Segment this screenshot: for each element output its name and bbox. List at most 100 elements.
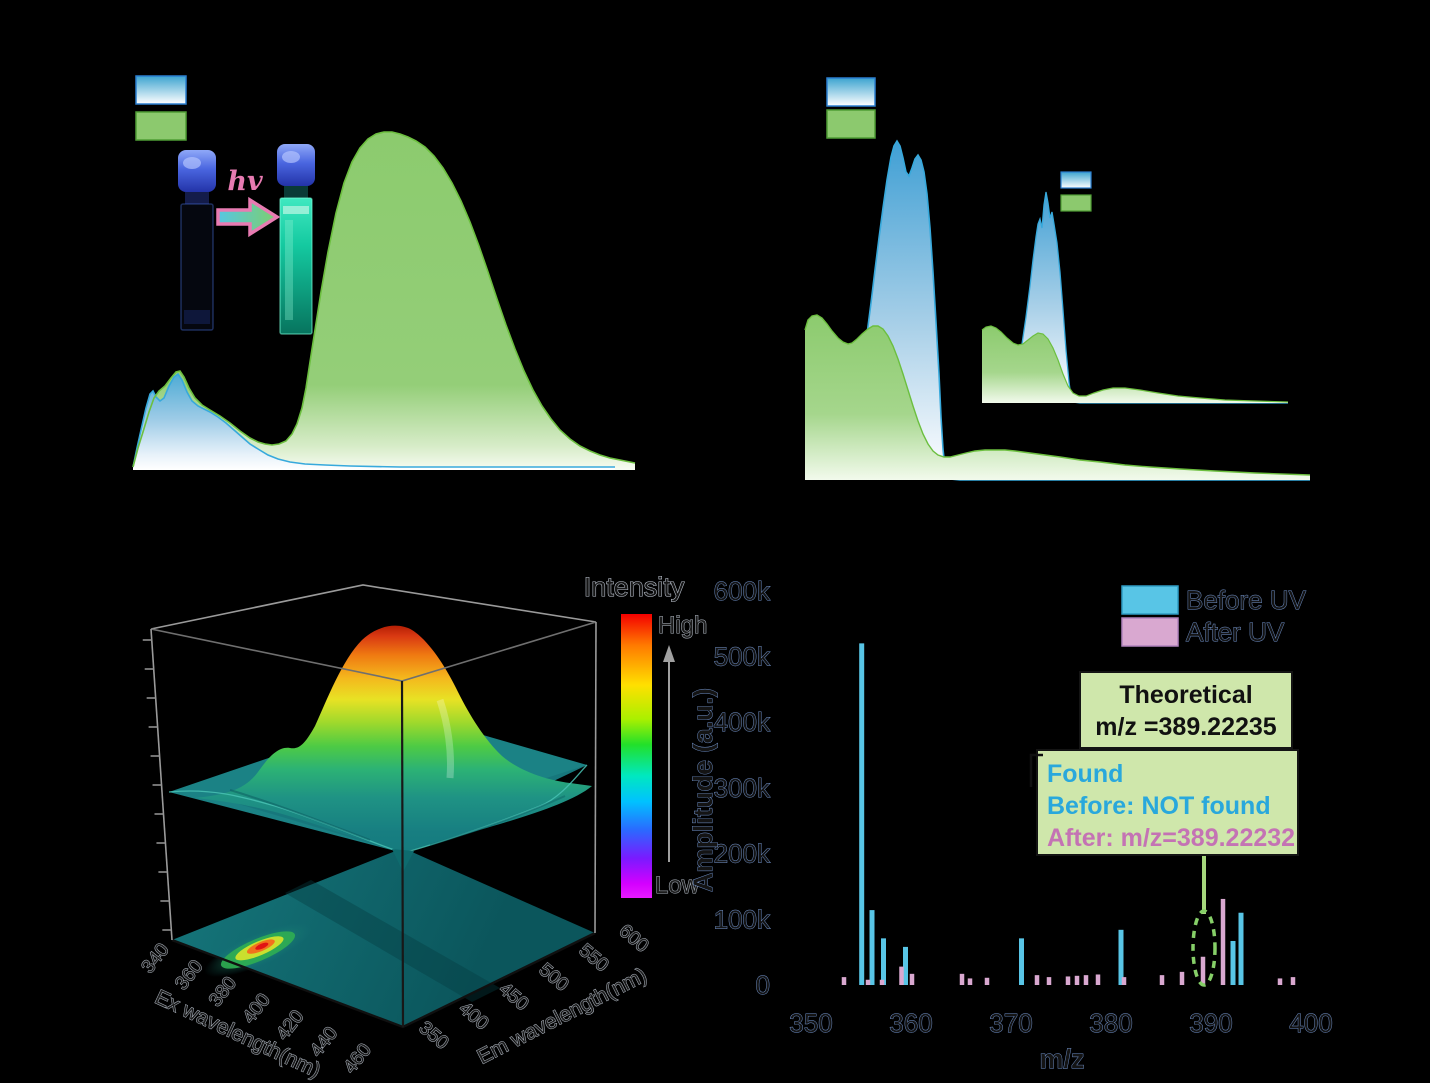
floor-shadow-band: [285, 880, 500, 1002]
legend-label-after-uv: After UV: [1186, 617, 1285, 647]
colorbar: Intensity High Low: [583, 571, 708, 899]
floor-plane: [172, 848, 595, 1027]
box-right-edge: [594, 621, 597, 934]
ms-bar-after: [841, 977, 847, 985]
panel-a-photo-inset: hv: [178, 144, 315, 335]
ms-bar-before: [859, 643, 865, 985]
ms-bar-after: [1095, 974, 1101, 985]
ms-bars-before-uv: [859, 643, 1244, 985]
legend-label-before-uv: Before UV: [1186, 585, 1307, 615]
ms-bar-after: [899, 966, 904, 985]
found-box-bracket: [1029, 753, 1043, 787]
ms-bar-before: [881, 938, 886, 985]
y-tick-label: 100k: [714, 904, 771, 934]
theoretical-annotation-box: Theoretical m/z =389.22235: [1079, 671, 1293, 749]
cuvette-glow-streak: [285, 220, 293, 320]
colorbar-arrow-head: [663, 645, 675, 662]
cuvette-base-glint: [184, 310, 210, 324]
cuvette-before-uv: [178, 150, 216, 331]
y-tick-label: 400k: [714, 707, 771, 737]
found-peak-ellipse: [1191, 909, 1217, 987]
ms-bar-after: [1083, 975, 1089, 985]
cuvette-cap-highlight: [183, 157, 201, 169]
ms-bars-after-uv: [841, 898, 1296, 985]
x-tick-label: 370: [989, 1008, 1032, 1038]
z-axis-ticks: [142, 639, 172, 931]
legend-swatch-before-uv: [1121, 585, 1179, 615]
box-top-back-edges: [150, 584, 597, 630]
ms-bar-after: [909, 973, 915, 985]
panel-a-blue-curve: [132, 372, 615, 468]
cuvette-neck: [284, 186, 308, 198]
legend-swatch-after-uv: [1121, 617, 1179, 647]
eem-mountain: [195, 625, 592, 852]
y-tick-label: 600k: [714, 576, 771, 606]
panel-a-green-area: [133, 132, 635, 470]
ms-bar-before: [1230, 940, 1236, 985]
x-tick-label: 350: [789, 1008, 832, 1038]
panel-b-green-curve: [804, 314, 1311, 476]
y-axis-title: Amplitude (a.u.): [688, 688, 718, 892]
found-box-bg: [1036, 749, 1299, 856]
ms-bar-after: [959, 973, 965, 985]
x-tick-label: 360: [889, 1008, 932, 1038]
panel-b-inset-legend-swatch-green: [1060, 194, 1092, 212]
found-line-1: Found: [1047, 760, 1123, 788]
ms-legend: Before UV After UV: [1121, 585, 1307, 647]
y-tick-label: 300k: [714, 773, 771, 803]
panel-b-inset-green-curve: [981, 325, 1289, 403]
colorbar-high-label: High: [658, 612, 707, 639]
surface-ripple-2: [429, 795, 566, 846]
streak-red: [255, 942, 269, 950]
ms-bar-before: [1118, 929, 1124, 985]
mountain-specular: [436, 698, 454, 779]
panel-d: 0 100k 200k 300k 400k 500k 600k 350 360 370 380 39…: [688, 575, 1334, 1074]
x-tick-label: 390: [1189, 1008, 1232, 1038]
cuvette-after-uv: [277, 144, 315, 335]
panel-b-inset: [981, 171, 1289, 404]
ms-bar-after: [1277, 978, 1283, 985]
x-axis-tick-labels: 350 360 370 380 390 400: [789, 1008, 1333, 1039]
cuvette-cap-highlight: [282, 151, 300, 163]
x-axis-title: m/z: [1039, 1044, 1084, 1074]
y-tick-label: 500k: [714, 642, 771, 672]
x-tick-label: 400: [1289, 1008, 1332, 1038]
theoretical-line-2: m/z =389.22235: [1095, 713, 1276, 741]
y-axis-tick-labels: 0 100k 200k 300k 400k 500k 600k: [713, 575, 771, 1000]
ms-bar-after: [1046, 977, 1052, 985]
cuvette-meniscus: [283, 206, 309, 214]
theoretical-line-1: Theoretical: [1119, 681, 1252, 709]
panel-b-legend-swatch-blue: [826, 77, 876, 107]
ms-bar-after: [1200, 956, 1206, 985]
ms-bar-before: [1238, 912, 1244, 985]
panel-a-blue-area: [133, 374, 615, 470]
cuvette-neck: [185, 192, 209, 204]
cuvette-cap: [277, 144, 315, 186]
colorbar-low-label: Low: [655, 872, 700, 899]
panel-a-legend-swatch-blue: [135, 75, 187, 105]
ms-bar-after: [967, 978, 973, 985]
hv-label: hv: [227, 166, 263, 197]
cuvette-body-dark: [180, 203, 214, 331]
ms-bar-after: [984, 977, 990, 985]
panel-b-inset-legend-swatch-blue: [1060, 171, 1092, 189]
ms-bar-before: [869, 910, 875, 985]
panel-a: hv: [132, 75, 636, 470]
panel-a-green-curve: [132, 131, 636, 468]
found-line-3: After: m/z=389.22232: [1047, 824, 1295, 852]
panel-b: [804, 77, 1311, 481]
ms-bar-after: [1034, 975, 1040, 985]
surface-ripple-1: [229, 789, 371, 841]
found-line-2: Before: NOT found: [1047, 792, 1271, 820]
ms-bar-after: [1159, 975, 1165, 985]
ms-bar-after: [1179, 971, 1185, 985]
ms-bar-after: [865, 979, 871, 985]
panel-b-green-area: [805, 315, 1310, 480]
cuvette-body-glowing: [279, 197, 313, 335]
theoretical-box-bg: [1079, 671, 1293, 749]
ms-bar-after: [1290, 977, 1296, 985]
ms-bar-before: [1019, 938, 1024, 985]
